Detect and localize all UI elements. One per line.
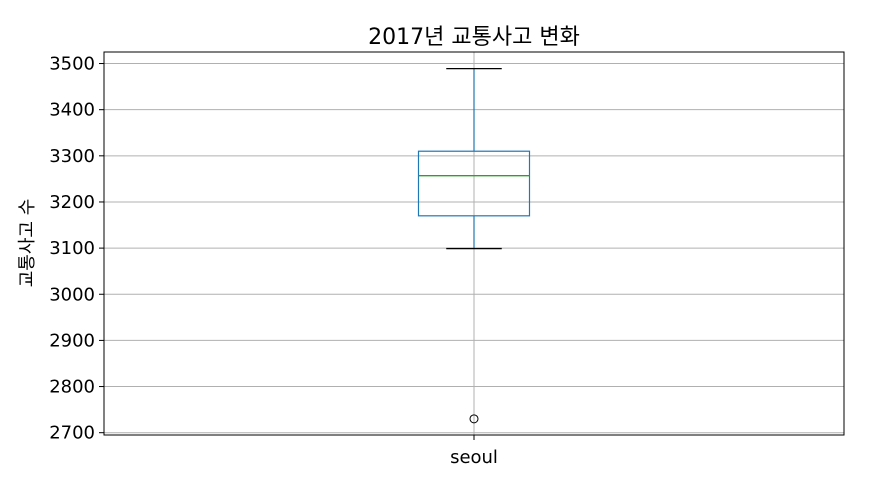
y-tick-label: 3300 — [49, 146, 95, 167]
box-series — [417, 67, 531, 424]
y-tick-label: 3100 — [49, 238, 95, 259]
x-axis-ticks: seoul — [450, 435, 498, 468]
y-axis-ticks: 2700 2800 2900 3000 3100 3200 3300 3400 3500 — [49, 54, 104, 444]
y-tick-label: 3400 — [49, 100, 95, 121]
y-tick-label: 3500 — [49, 54, 95, 75]
y-tick-label: 2700 — [49, 423, 95, 444]
plot-frame — [103, 51, 845, 436]
chart-title: 2017년 교통사고 변화 — [368, 25, 580, 50]
y-tick-label: 2900 — [49, 330, 95, 351]
x-tick-label: seoul — [450, 447, 498, 468]
box-seoul — [417, 67, 531, 424]
y-tick-label: 3000 — [49, 284, 95, 305]
y-tick-label: 2800 — [49, 377, 95, 398]
y-axis-label: 교통사고 수 — [17, 199, 38, 288]
outlier-point — [469, 414, 479, 424]
y-tick-label: 3200 — [49, 192, 95, 213]
iqr-box — [417, 150, 531, 217]
